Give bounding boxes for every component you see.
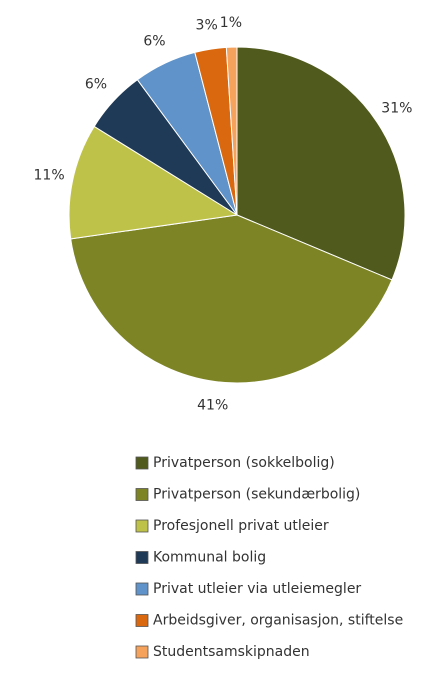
data-label: 41%: [197, 397, 228, 413]
legend-swatch: [135, 614, 149, 627]
data-label: 6%: [85, 77, 107, 93]
data-label: 1%: [220, 15, 242, 31]
data-label: 6%: [143, 34, 165, 50]
legend-label: Privatperson (sokkelbolig): [153, 455, 335, 471]
legend-swatch: [135, 456, 149, 470]
legend-label: Studentsamskipnaden: [153, 644, 310, 660]
legend-label: Arbeidsgiver, organisasjon, stiftelse: [153, 613, 403, 629]
pie-slice: [70, 214, 393, 384]
pie-slice: [68, 125, 239, 240]
legend-swatch: [135, 582, 149, 596]
legend-label: Profesjonell privat utleier: [153, 518, 329, 534]
pie-slice: [225, 46, 238, 216]
legend-label: Kommunal bolig: [153, 550, 266, 566]
data-label: 31%: [381, 101, 412, 117]
data-label: 3%: [196, 17, 218, 33]
legend-swatch: [135, 551, 149, 564]
legend-label: Privat utleier via utleiemegler: [153, 581, 361, 597]
legend-swatch: [135, 519, 149, 533]
data-label: 11%: [34, 168, 65, 184]
legend-swatch: [135, 488, 149, 501]
legend-swatch: [135, 645, 149, 659]
pie-slice: [236, 46, 406, 281]
legend-label: Privatperson (sekundærbolig): [153, 487, 360, 503]
